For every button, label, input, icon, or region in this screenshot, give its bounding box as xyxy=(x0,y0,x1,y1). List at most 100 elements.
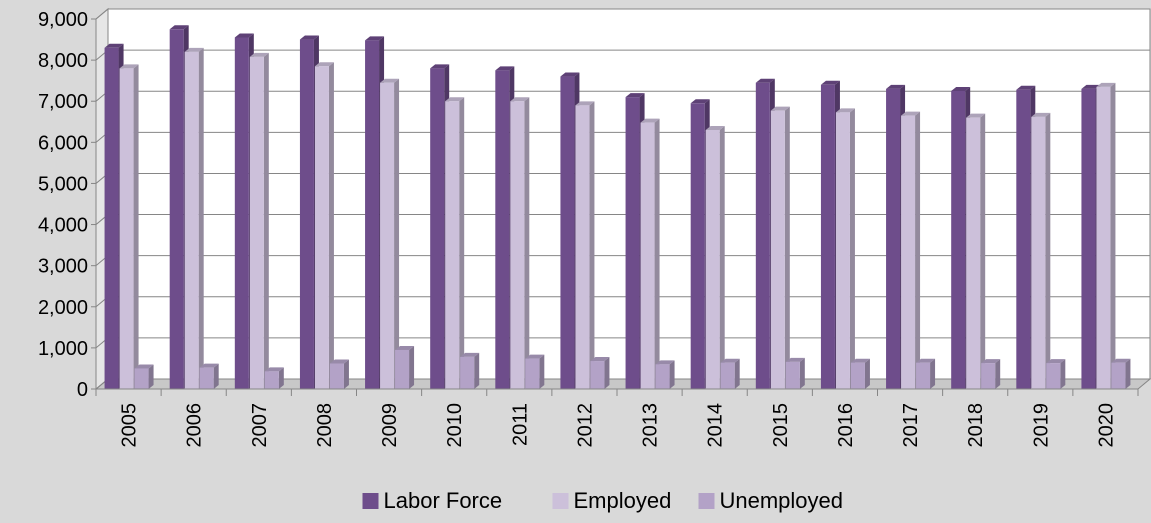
x-tick-label: 2016 xyxy=(835,403,857,448)
bar-top xyxy=(770,106,790,111)
bar xyxy=(329,359,349,389)
bar-front xyxy=(430,68,445,389)
bar-side xyxy=(263,52,269,389)
bar xyxy=(314,62,334,390)
x-tick-label: 2020 xyxy=(1095,403,1117,448)
x-tick-label: 2013 xyxy=(640,403,662,448)
bar-front xyxy=(720,362,735,389)
x-tick-label: 2018 xyxy=(965,403,987,448)
bar-side xyxy=(784,106,790,389)
bar xyxy=(590,357,610,389)
bar-front xyxy=(916,362,931,389)
bar-side xyxy=(459,97,465,389)
bar-top xyxy=(560,72,580,77)
bar-front xyxy=(329,363,344,389)
x-tick-label: 2012 xyxy=(574,403,596,448)
bar-top xyxy=(916,358,936,363)
bar-front xyxy=(495,70,510,389)
legend-swatch xyxy=(698,493,715,509)
bar-top xyxy=(365,36,385,41)
bar-top xyxy=(1016,85,1036,90)
bar xyxy=(445,97,465,389)
bar-front xyxy=(1046,363,1061,389)
bar xyxy=(916,358,936,389)
bar xyxy=(249,52,269,389)
bar xyxy=(510,97,530,389)
bar xyxy=(1096,82,1116,389)
x-tick-label: 2008 xyxy=(314,403,336,448)
bar-side xyxy=(930,358,936,389)
bar-side xyxy=(198,47,204,390)
gridline xyxy=(95,8,1150,20)
bar-top xyxy=(1111,358,1131,363)
bar-side xyxy=(278,367,284,389)
bar-side xyxy=(864,358,870,389)
bar-top xyxy=(720,358,740,363)
bar-front xyxy=(655,364,670,389)
bar-side xyxy=(343,359,349,389)
bar xyxy=(575,101,595,389)
bar-top xyxy=(525,354,545,359)
y-tick-label: 7,000 xyxy=(38,91,88,113)
x-tick-label: 2005 xyxy=(119,403,141,448)
y-tick-label: 3,000 xyxy=(38,256,88,278)
bar xyxy=(1046,359,1066,389)
bar-top xyxy=(901,111,921,116)
bar-side xyxy=(394,78,400,389)
bar-front xyxy=(850,362,865,389)
bar-top xyxy=(1081,84,1101,89)
y-tick-label: 1,000 xyxy=(38,338,88,360)
bar-front xyxy=(460,356,475,389)
bar xyxy=(850,358,870,389)
bar-side xyxy=(1045,112,1051,389)
bar-top xyxy=(1031,112,1051,117)
bar-top xyxy=(835,108,855,113)
bar xyxy=(835,108,855,390)
bar-front xyxy=(820,84,835,390)
legend-swatch xyxy=(362,493,379,509)
bar-top xyxy=(495,66,515,71)
y-tick-label: 9,000 xyxy=(38,9,88,31)
bar-top xyxy=(785,357,805,362)
bar-front xyxy=(755,82,770,389)
bar-side xyxy=(539,354,545,389)
bar-front xyxy=(640,122,655,389)
bar xyxy=(134,364,154,389)
bar xyxy=(785,357,805,389)
bar-front xyxy=(966,117,981,390)
bar-front xyxy=(510,101,525,389)
bar-side xyxy=(524,97,530,389)
x-tick-label: 2010 xyxy=(444,403,466,448)
legend-item: Labor Force xyxy=(362,488,503,513)
bar-front xyxy=(445,101,460,389)
bar-side xyxy=(1110,82,1116,389)
bar-front xyxy=(575,105,590,389)
bar-front xyxy=(134,368,149,389)
bar-side xyxy=(849,108,855,390)
bar-side xyxy=(734,358,740,389)
bar-top xyxy=(625,93,645,98)
bar-top xyxy=(234,33,254,38)
bar-front xyxy=(981,363,996,389)
legend-label: Labor Force xyxy=(384,488,503,513)
bar xyxy=(199,363,219,389)
bar-top xyxy=(395,345,415,350)
bar-front xyxy=(314,66,329,390)
bar xyxy=(901,111,921,389)
bar xyxy=(264,367,284,389)
bar-top xyxy=(640,118,660,123)
bar-front xyxy=(951,90,966,389)
bar-top xyxy=(460,352,480,357)
bar-side xyxy=(995,359,1001,389)
bars xyxy=(104,25,1131,390)
x-tick-label: 2009 xyxy=(379,403,401,448)
legend-item: Unemployed xyxy=(698,488,843,513)
bar-front xyxy=(590,361,605,389)
bar xyxy=(1111,358,1131,389)
bar-top xyxy=(329,359,349,364)
bar-side xyxy=(474,352,480,389)
bar-front xyxy=(169,29,184,390)
bar-top xyxy=(184,47,204,52)
x-axis: 2005 2006 2007 2008 2009 2010 2011 2012 2013 2014… xyxy=(95,388,1139,448)
bar-front xyxy=(199,367,214,389)
